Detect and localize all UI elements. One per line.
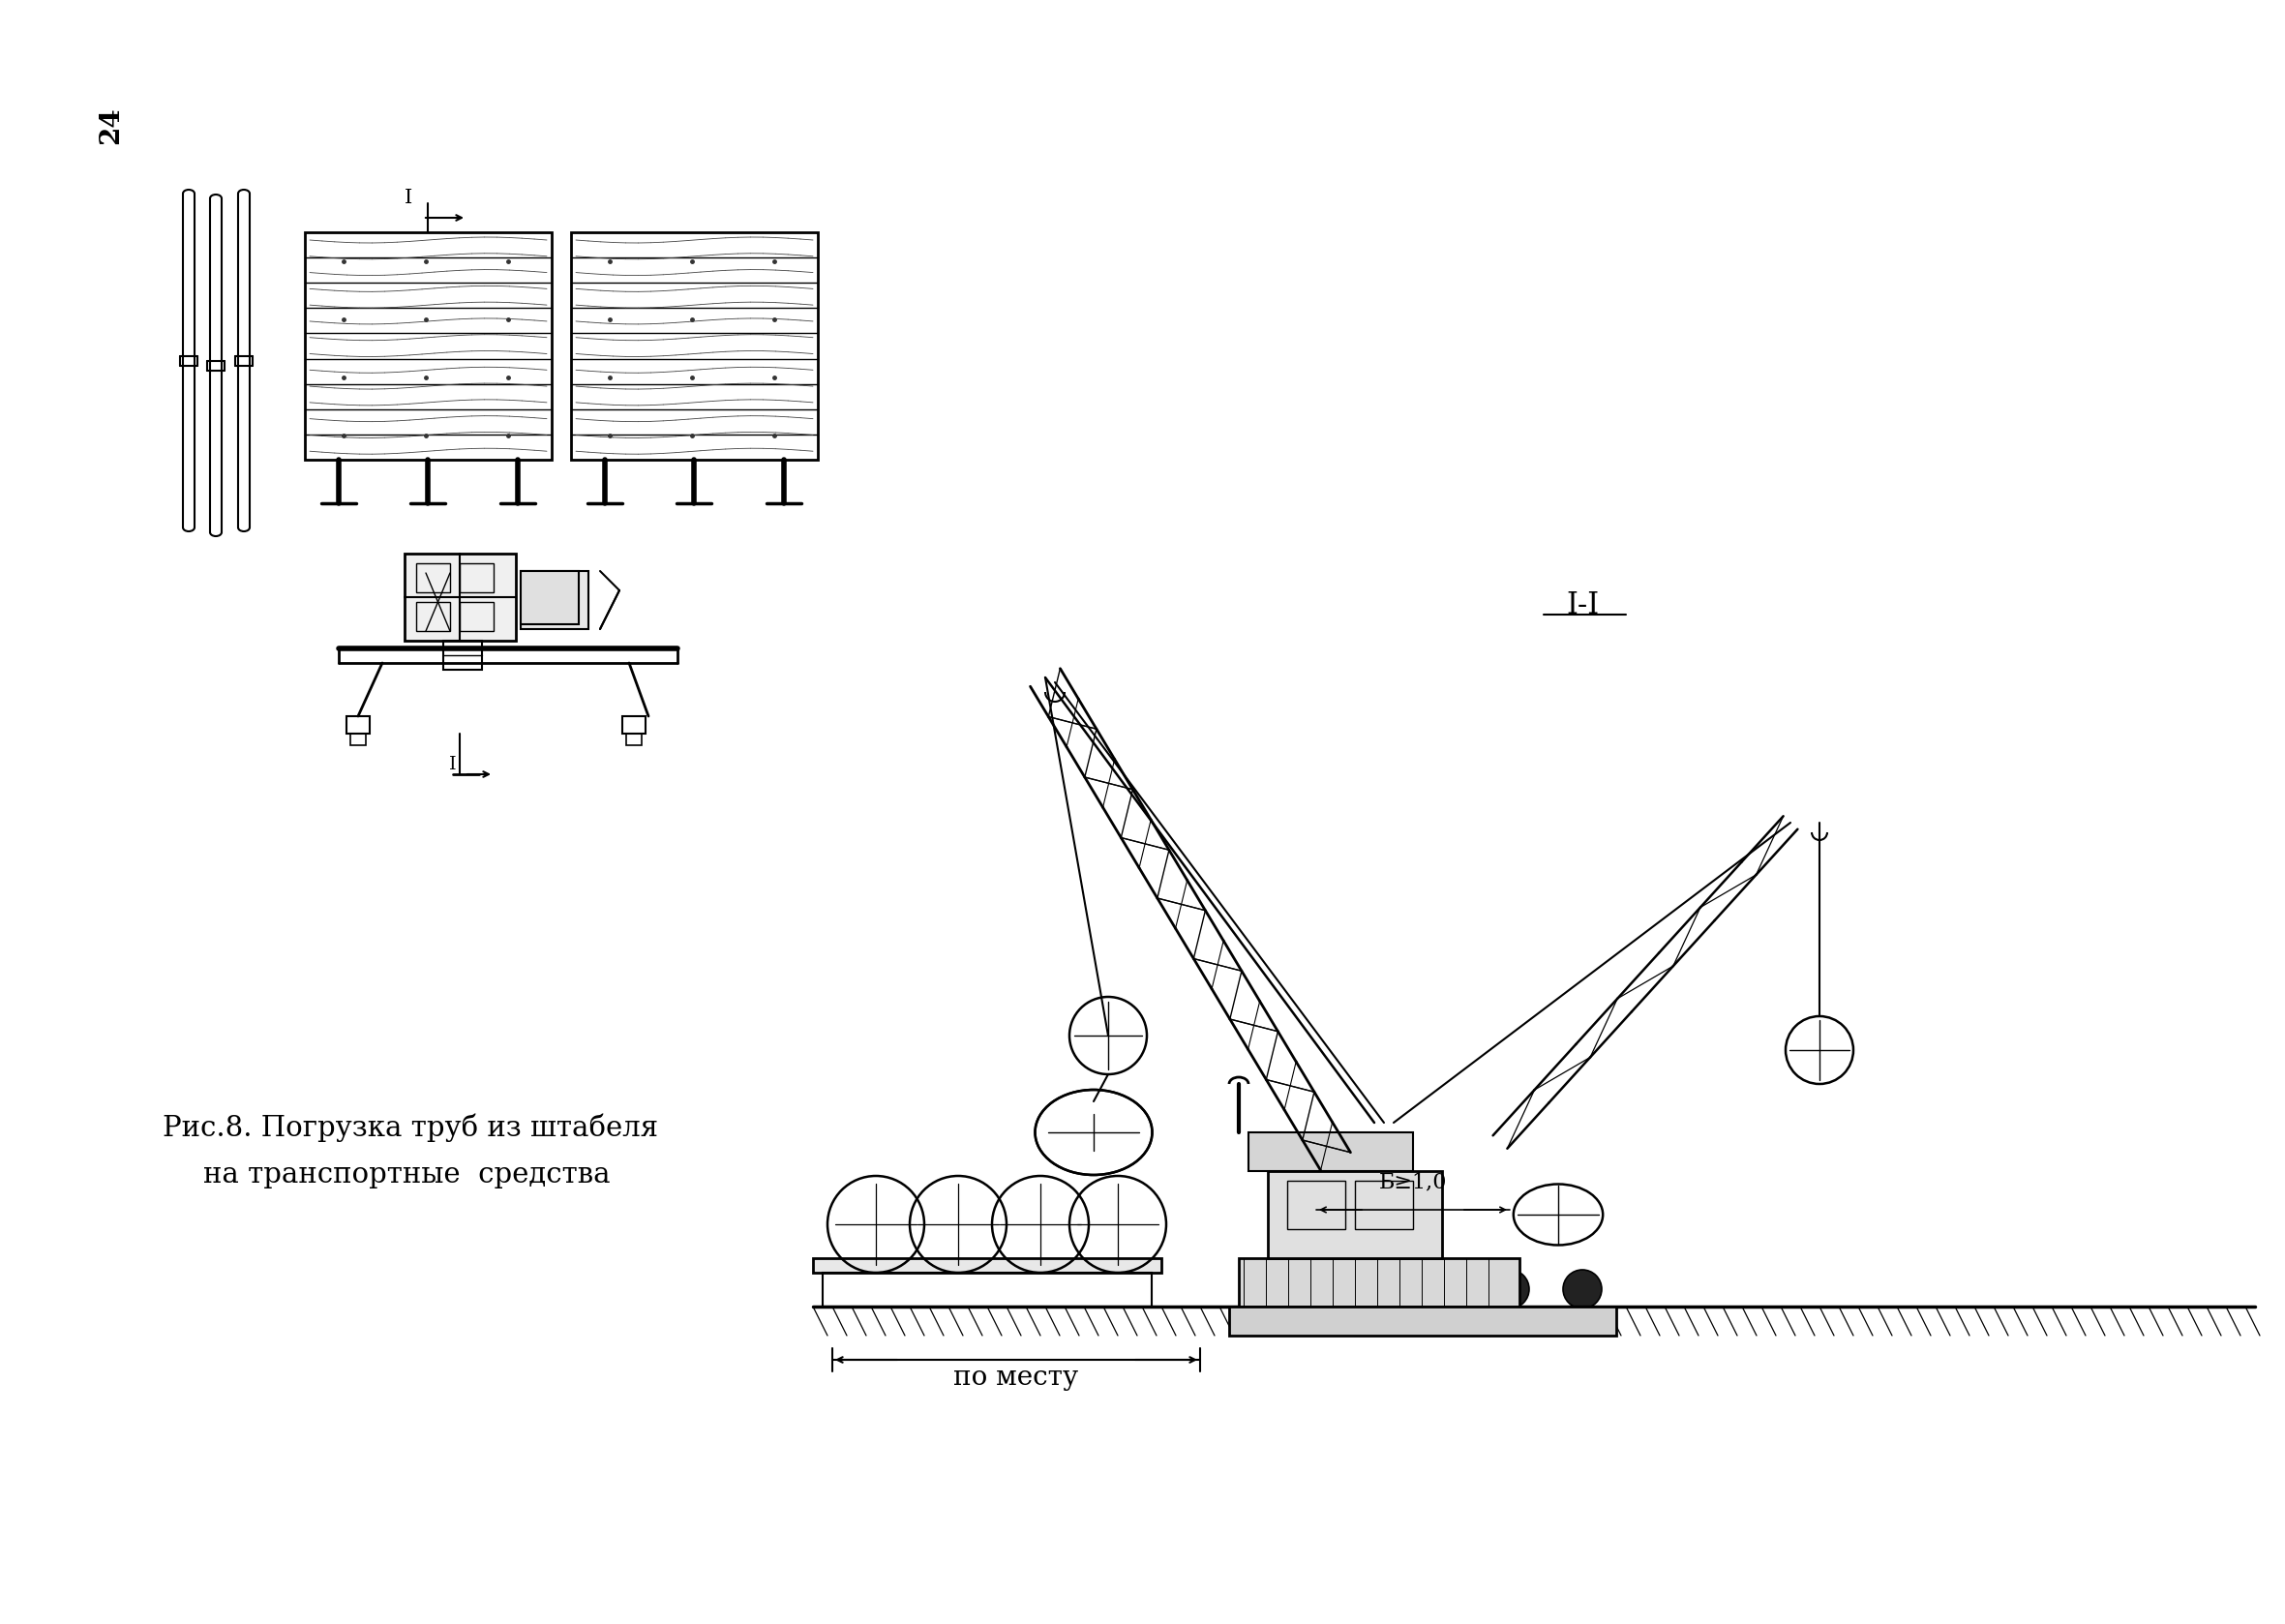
Bar xyxy=(347,716,370,734)
Bar xyxy=(1238,1259,1520,1307)
Text: I: I xyxy=(404,190,411,208)
Bar xyxy=(1268,1171,1442,1259)
Polygon shape xyxy=(1355,1307,1490,1335)
Circle shape xyxy=(1243,1270,1282,1309)
Bar xyxy=(459,564,494,593)
Text: по месту: по месту xyxy=(953,1364,1079,1390)
Bar xyxy=(1248,1132,1412,1171)
Bar xyxy=(571,232,818,460)
Text: 24: 24 xyxy=(98,107,123,145)
Bar xyxy=(443,641,482,669)
Circle shape xyxy=(1490,1270,1529,1309)
Bar xyxy=(1355,1181,1412,1229)
Bar xyxy=(304,232,551,460)
Bar xyxy=(459,603,494,632)
Bar xyxy=(416,603,450,632)
Bar xyxy=(404,554,516,641)
Text: Рис.8. Погрузка труб из штабеля: Рис.8. Погрузка труб из штабеля xyxy=(162,1112,658,1142)
Text: I-I: I-I xyxy=(1565,590,1599,620)
Text: Б≥1,0: Б≥1,0 xyxy=(1378,1171,1446,1192)
Text: I: I xyxy=(450,755,457,773)
Circle shape xyxy=(1298,1270,1334,1309)
Bar xyxy=(350,734,366,745)
Bar xyxy=(521,572,578,624)
Bar xyxy=(1286,1181,1346,1229)
Circle shape xyxy=(1563,1270,1602,1309)
Bar xyxy=(622,716,647,734)
Bar xyxy=(416,564,450,593)
Text: на транспортные  средства: на транспортные средства xyxy=(203,1161,610,1189)
Bar xyxy=(1229,1307,1615,1335)
Bar xyxy=(813,1259,1161,1273)
Bar xyxy=(823,1273,1152,1307)
Bar xyxy=(521,572,590,628)
Bar xyxy=(626,734,642,745)
